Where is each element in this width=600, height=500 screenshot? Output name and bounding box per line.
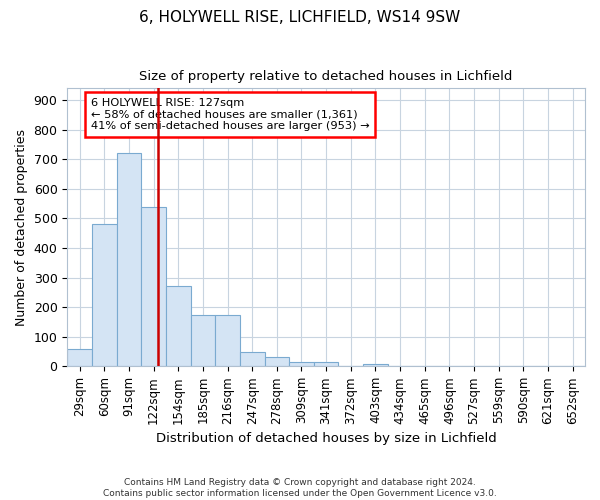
Bar: [240, 352, 265, 366]
Title: Size of property relative to detached houses in Lichfield: Size of property relative to detached ho…: [139, 70, 513, 83]
Bar: [215, 316, 240, 366]
Bar: [265, 356, 289, 366]
Bar: [67, 349, 92, 366]
Bar: [191, 316, 215, 366]
Bar: [314, 362, 338, 366]
Bar: [92, 224, 116, 366]
Text: 6, HOLYWELL RISE, LICHFIELD, WS14 9SW: 6, HOLYWELL RISE, LICHFIELD, WS14 9SW: [139, 10, 461, 25]
Text: 6 HOLYWELL RISE: 127sqm
← 58% of detached houses are smaller (1,361)
41% of semi: 6 HOLYWELL RISE: 127sqm ← 58% of detache…: [91, 98, 369, 132]
Bar: [363, 364, 388, 366]
Bar: [166, 286, 191, 366]
Bar: [289, 362, 314, 366]
Bar: [116, 154, 141, 366]
Y-axis label: Number of detached properties: Number of detached properties: [15, 129, 28, 326]
Bar: [141, 206, 166, 366]
Text: Contains HM Land Registry data © Crown copyright and database right 2024.
Contai: Contains HM Land Registry data © Crown c…: [103, 478, 497, 498]
X-axis label: Distribution of detached houses by size in Lichfield: Distribution of detached houses by size …: [156, 432, 497, 445]
